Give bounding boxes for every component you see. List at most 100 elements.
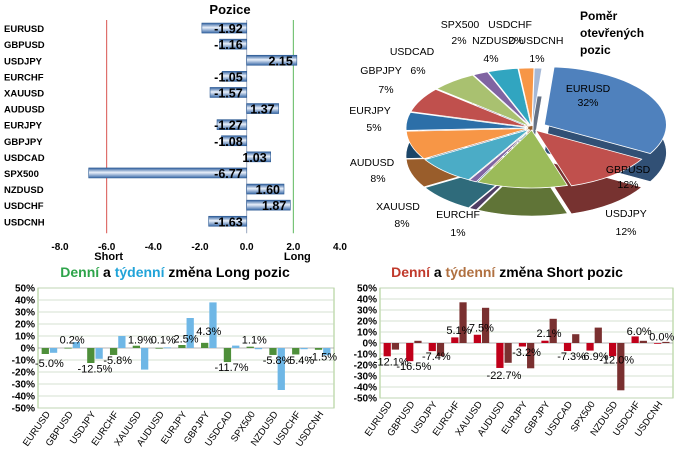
- short-y-tick: 50%: [357, 284, 377, 295]
- position-category-label: NZDUSD: [4, 185, 44, 196]
- pie-slice-name-label: USDCHF: [488, 19, 532, 31]
- short-bar-tdenn-eurusd: [391, 343, 400, 350]
- long-data-label: 1.9%: [128, 335, 153, 347]
- long-bar-tdenn-usdcad: [232, 345, 240, 348]
- long-bar-tdenn-gbpjpy: [209, 302, 217, 348]
- long-title-rest: změna Long pozic: [165, 264, 290, 280]
- pie-slice-percent-label: 5%: [366, 122, 381, 134]
- short-bar-denn-audusd: [496, 343, 504, 368]
- short-bar-tdenn-eurjpy: [527, 343, 535, 369]
- long-bar-tdenn-usdcnh: [323, 348, 331, 356]
- long-data-label: -5.8%: [103, 355, 132, 367]
- long-y-tick: 20%: [15, 320, 35, 331]
- pie-slice-name-label: NZDUSD: [472, 35, 516, 47]
- pie-slice-eurchf: [468, 129, 531, 183]
- short-y-tick: 40%: [357, 295, 377, 306]
- long-y-tick: -10%: [12, 356, 35, 367]
- pie-slice-name-label: XAUUSD: [376, 201, 420, 213]
- position-bar-usdjpy: [246, 54, 298, 66]
- position-category-label: EURJPY: [4, 121, 43, 132]
- short-data-label: 6.0%: [627, 326, 652, 338]
- long-bar-denn-usdjpy: [87, 348, 95, 363]
- short-data-label: -16.5%: [396, 361, 431, 373]
- pie-slice-percent-label: 32%: [577, 97, 598, 109]
- long-bar-denn-spx500: [246, 346, 254, 348]
- long-data-label: 1.1%: [242, 335, 267, 347]
- long-data-label: 0.2%: [60, 335, 85, 347]
- long-bar-denn-eurjpy: [178, 345, 186, 348]
- short-bar-tdenn-audusd: [504, 343, 512, 363]
- pie-slice-nzdusd: [487, 67, 532, 127]
- pie-slice-name-label: USDCNH: [519, 35, 564, 47]
- short-data-label: -6.9%: [580, 351, 609, 363]
- short-bar-denn-xauusd: [473, 334, 481, 343]
- position-category-label: GBPJPY: [4, 137, 43, 148]
- pie-slice-side-gbpusd: [535, 157, 643, 215]
- position-bar-gbpjpy: [221, 135, 247, 147]
- pie-slice-percent-label: 4%: [483, 53, 498, 65]
- long-data-label: -5.0%: [35, 358, 64, 370]
- short-bar-tdenn-gbpusd: [414, 340, 422, 343]
- pie-slice-eurusd: [543, 66, 667, 154]
- long-bar-denn-audusd: [155, 347, 163, 349]
- long-data-label: 0.1%: [151, 335, 176, 347]
- pie-slice-percent-label: 1%: [450, 227, 465, 239]
- short-bar-tdenn-gbpjpy: [549, 318, 557, 343]
- position-x-tick: -8.0: [51, 242, 69, 253]
- long-y-tick: 0%: [21, 344, 36, 355]
- long-data-label: -5.4%: [285, 355, 314, 367]
- long-bar-tdenn-eurchf: [118, 336, 126, 348]
- pie-slice-eurjpy: [405, 111, 529, 131]
- long-bar-denn-usdcad: [223, 348, 232, 363]
- pie-slice-percent-label: 1%: [529, 53, 544, 65]
- long-title-daily: Denní: [60, 264, 100, 280]
- short-y-tick: 20%: [357, 317, 377, 328]
- short-bar-denn-eurchf: [451, 337, 459, 343]
- short-data-label: 5.1%: [446, 325, 471, 337]
- long-change-title: Denní a týdenní změna Long pozic: [60, 264, 290, 280]
- long-title-weekly: týdenní: [115, 264, 166, 280]
- pie-slice-name-label: EURJPY: [349, 105, 390, 117]
- position-value-label: -1.57: [214, 86, 243, 100]
- short-bar-tdenn-spx500: [594, 327, 602, 343]
- position-value-label: -1.05: [214, 70, 243, 84]
- pie-slice-percent-label: 8%: [370, 173, 385, 185]
- short-label: Short: [94, 251, 123, 263]
- short-bar-denn-nzdusd: [608, 343, 617, 357]
- position-x-tick: 0.0: [240, 242, 254, 253]
- pie-slice-percent-label: 12%: [617, 179, 638, 191]
- position-category-label: XAUUSD: [4, 88, 44, 99]
- short-bar-tdenn-xauusd: [481, 307, 490, 343]
- pie-slice-percent-label: 7%: [378, 84, 393, 96]
- short-bar-tdenn-usdcad: [572, 334, 580, 343]
- short-y-tick: -50%: [354, 394, 377, 405]
- position-x-tick: 2.0: [286, 242, 300, 253]
- position-x-tick: 4.0: [333, 242, 347, 253]
- short-bar-denn-usdcnh: [654, 343, 662, 344]
- short-y-tick: -10%: [354, 350, 377, 361]
- pie-slice-percent-label: 8%: [394, 218, 409, 230]
- position-value-label: -6.77: [214, 167, 243, 181]
- pie-title-line-1: Poměr: [580, 9, 618, 23]
- position-category-label: EURCHF: [4, 72, 44, 83]
- pie-slice-percent-label: 6%: [410, 65, 425, 77]
- short-bar-tdenn-usdcnh: [662, 341, 670, 343]
- long-bar-denn-gbpjpy: [201, 342, 209, 348]
- long-bar-tdenn-xauusd: [141, 348, 149, 370]
- position-value-label: -1.16: [214, 38, 243, 52]
- short-data-label: 2.1%: [536, 328, 561, 340]
- short-data-label: 0.0%: [649, 331, 674, 343]
- pie-slice-name-label: USDJPY: [605, 208, 646, 220]
- long-bar-tdenn-usdjpy: [95, 348, 103, 359]
- long-y-tick: -40%: [12, 392, 35, 403]
- position-bar-spx500: [88, 167, 247, 179]
- pie-slice-spx500: [472, 71, 531, 127]
- long-y-tick: 40%: [15, 296, 35, 307]
- short-bar-denn-eurjpy: [518, 343, 527, 347]
- long-y-tick: 30%: [15, 308, 35, 319]
- position-category-label: USDCHF: [4, 201, 44, 212]
- pie-title-line-3: pozic: [580, 43, 611, 57]
- long-bar-denn-eurusd: [41, 348, 49, 354]
- short-bar-denn-usdchf: [631, 336, 639, 343]
- long-bar-denn-usdchf: [292, 348, 300, 355]
